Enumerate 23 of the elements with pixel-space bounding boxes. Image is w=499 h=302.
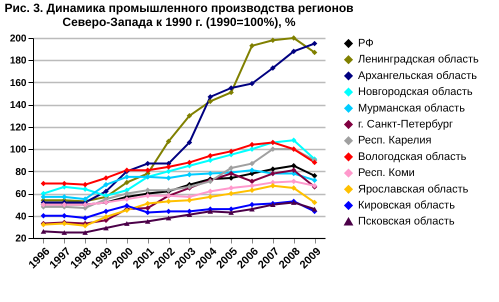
legend-label: Кировская область (358, 200, 456, 212)
legend-label: Ленинградская область (358, 54, 479, 66)
y-tick-label: 120 (10, 122, 27, 134)
legend-label: Респ. Карелия (358, 134, 432, 147)
y-tick-label: 100 (10, 144, 27, 156)
legend-label: Псковская область (358, 216, 455, 228)
legend-label: Вологодская область (358, 150, 467, 163)
y-tick-label: 160 (10, 78, 27, 89)
legend-label: Респ. Коми (358, 167, 415, 180)
legend-label: Новгородская область (358, 86, 473, 98)
legend-label: Мурманская область (358, 102, 466, 114)
y-tick-label: 140 (10, 100, 27, 112)
legend-label: РФ (358, 38, 374, 50)
y-tick-label: 200 (10, 34, 27, 44)
legend-label: Ярославская область (358, 183, 469, 196)
legend-label: Архангельская область (358, 70, 478, 82)
y-tick-label: 180 (10, 56, 27, 67)
y-tick-label: 60 (15, 189, 27, 200)
y-tick-label: 40 (15, 211, 27, 222)
chart-title: Рис. 3. Динамика промышленного производства регионов Северо-Запада к 1990 г. (1990=100%), % (4, 1, 354, 29)
y-tick-label: 80 (15, 166, 27, 178)
legend-label: г. Санкт-Петербург (358, 118, 454, 130)
y-tick-label: 20 (15, 234, 27, 244)
